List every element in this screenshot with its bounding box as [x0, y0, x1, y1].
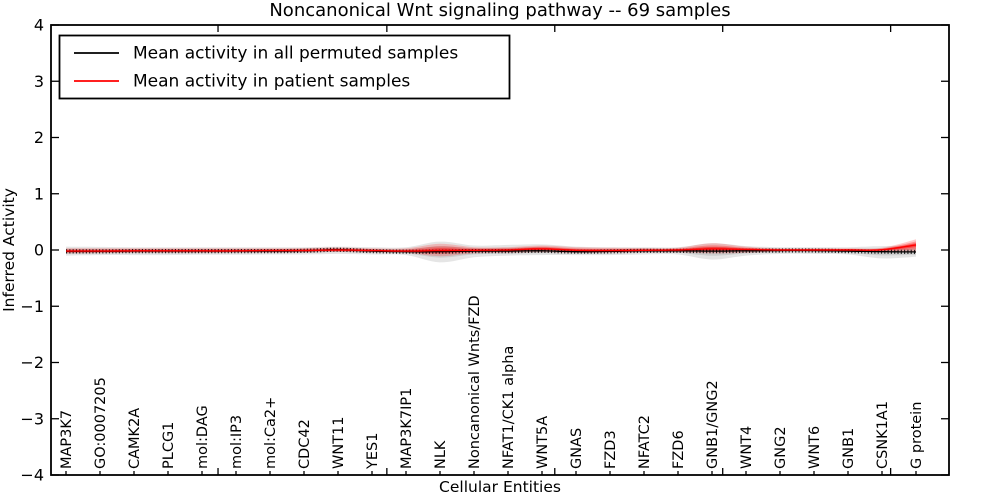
- x-axis-label: Cellular Entities: [439, 478, 561, 496]
- y-axis-label: Inferred Activity: [0, 188, 18, 312]
- x-tick-label: CAMK2A: [127, 408, 143, 469]
- x-tick-label: NFATC2: [637, 415, 653, 469]
- x-tick-label: mol:DAG: [195, 405, 211, 469]
- y-tick-labels: 4 3 2 1 0 −1 −2 −3 −4: [20, 16, 44, 485]
- x-tick-label: FZD6: [671, 430, 687, 469]
- x-tick-label: G protein: [909, 402, 925, 469]
- x-tick-label: FZD3: [603, 430, 619, 469]
- x-tick-label: WNT6: [807, 426, 823, 469]
- legend: Mean activity in all permuted samples Me…: [58, 34, 511, 100]
- x-tick-label: WNT5A: [535, 416, 551, 469]
- legend-label-patient: Mean activity in patient samples: [133, 72, 410, 92]
- y-tick-label: 0: [34, 241, 44, 260]
- x-tick-label: CDC42: [297, 419, 313, 469]
- x-tick-label: MAP3K7: [59, 410, 75, 469]
- x-tick-labels: MAP3K7 GO:0007205 CAMK2A PLCG1 mol:DAG mol:IP…: [59, 295, 925, 470]
- x-tick-label: PLCG1: [161, 422, 177, 469]
- y-tick-label: −1: [20, 297, 44, 316]
- legend-label-permuted: Mean activity in all permuted samples: [133, 44, 458, 64]
- y-tick-label: 3: [34, 72, 44, 91]
- y-tick-label: −3: [20, 409, 44, 428]
- x-tick-label: YES1: [365, 433, 381, 470]
- x-tick-label: GO:0007205: [93, 377, 109, 469]
- y-tick-label: −2: [20, 353, 44, 372]
- series-lines: [66, 244, 917, 255]
- x-tick-label: CSNK1A1: [875, 401, 891, 469]
- x-tick-label: GNG2: [773, 426, 789, 469]
- x-tick-label: GNB1: [841, 428, 857, 469]
- x-tick-label: NLK: [433, 440, 449, 469]
- y-tick-label: 1: [34, 184, 44, 203]
- y-tick-label: 4: [34, 16, 44, 35]
- x-tick-label: MAP3K7IP1: [399, 388, 415, 469]
- x-tick-label: WNT11: [331, 417, 347, 470]
- y-tick-label: −4: [20, 466, 44, 485]
- plot-frame: [50, 24, 950, 476]
- chart-title: Noncanonical Wnt signaling pathway -- 69…: [269, 0, 730, 21]
- patient-mean-line: [66, 244, 917, 252]
- x-tick-label: Noncanonical Wnts/FZD: [467, 295, 483, 469]
- legend-item-patient: Mean activity in patient samples: [74, 72, 410, 92]
- x-tick-label: GNAS: [569, 428, 585, 469]
- x-tick-label: NFAT1/CK1 alpha: [501, 346, 517, 469]
- x-tick-label: WNT4: [739, 426, 755, 469]
- y-tick-label: 2: [34, 128, 44, 147]
- x-tick-label: mol:IP3: [229, 415, 245, 469]
- x-tick-label: GNB1/GNG2: [705, 380, 721, 469]
- x-tick-label: mol:Ca2+: [263, 397, 279, 469]
- legend-item-permuted: Mean activity in all permuted samples: [74, 44, 458, 64]
- permuted-band-outer: [66, 241, 916, 263]
- legend-box: [58, 34, 511, 100]
